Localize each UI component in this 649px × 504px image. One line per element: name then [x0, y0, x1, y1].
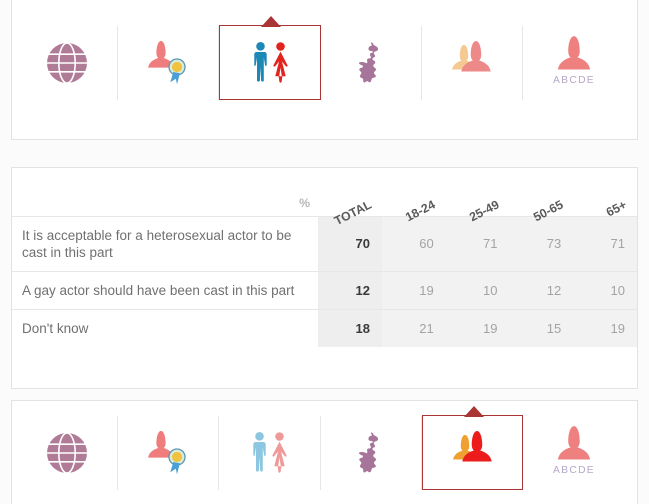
svg-text:ABCDE: ABCDE [553, 465, 595, 476]
svg-text:ABCDE: ABCDE [553, 75, 595, 86]
